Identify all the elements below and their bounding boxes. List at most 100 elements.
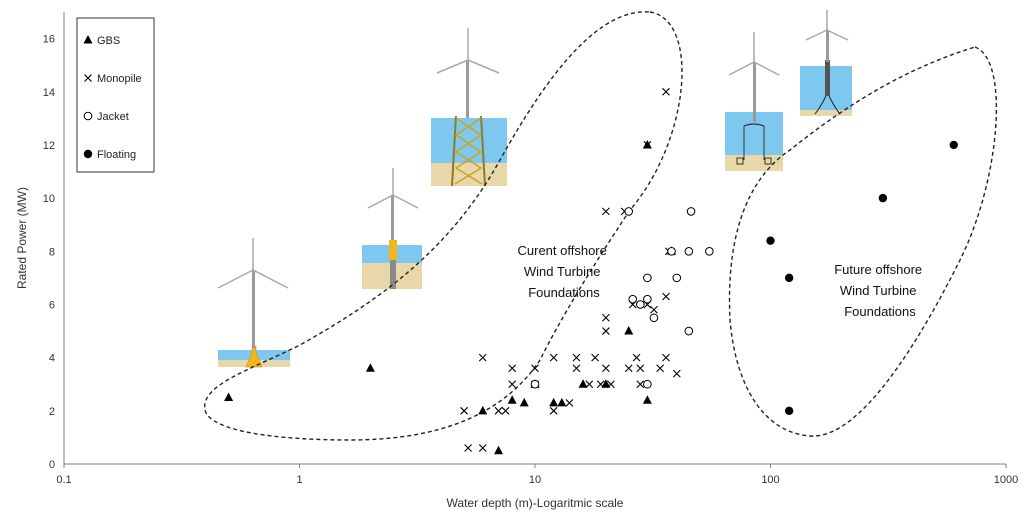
floating-point [766, 236, 775, 245]
y-tick-label: 4 [49, 353, 55, 365]
gbs-point [578, 379, 588, 388]
future-region-label: Future offshore Wind Turbine Foundations [834, 262, 926, 319]
monopile-point [501, 406, 510, 415]
gbs-point [519, 397, 529, 407]
current-region-label-line-3: Foundations [528, 285, 600, 300]
x-tick-label: 0.1 [56, 474, 71, 486]
monopile-point [672, 369, 681, 378]
jacket-point [686, 207, 696, 216]
y-tick-label: 0 [49, 459, 55, 471]
legend-label-floating: Floating [97, 149, 136, 161]
monopile-point [591, 353, 600, 362]
monopile-point [478, 444, 487, 452]
monopile-point [602, 364, 610, 373]
floating-spar-turbine-illustration [800, 10, 852, 116]
gbs-point [624, 326, 634, 335]
current-region-label: Curent offshore Wind Turbine Foundations [518, 243, 611, 300]
current-region-label-line-2: Wind Turbine [524, 264, 601, 279]
monopile-point [494, 406, 503, 415]
monopile-point [565, 398, 574, 407]
gbs-point [507, 395, 517, 404]
monopile-point [572, 364, 581, 373]
monopile-point [624, 364, 633, 373]
legend-marker-jacket [83, 111, 93, 121]
jacket-point [624, 207, 634, 216]
y-axis-label: Rated Power (MW) [15, 187, 29, 289]
monopile-point [478, 353, 487, 362]
monopile-point [460, 406, 468, 415]
current-region-label-line-1: Curent offshore [518, 243, 607, 258]
x-tick-labels: 0.1 1 10 100 1000 [56, 464, 1018, 486]
monopile-point [656, 364, 665, 373]
legend-items: GBS Monopile Jacket Floating [83, 35, 142, 161]
jacket-point [672, 273, 682, 283]
floating-tlp-turbine-illustration [725, 32, 783, 171]
monopile-point [531, 364, 539, 373]
jacket-point [628, 294, 638, 304]
gbs-point [224, 392, 234, 402]
floating-point [784, 273, 794, 283]
jacket-point [684, 246, 694, 256]
future-region-label-line-1: Future offshore [834, 262, 922, 277]
gbs-turbine-illustration [217, 238, 290, 368]
monopile-point [464, 444, 473, 452]
legend: GBS Monopile Jacket Floating [76, 17, 155, 173]
monopile-point [549, 353, 558, 362]
monopile-point [632, 353, 641, 362]
y-tick-label: 16 [43, 34, 55, 46]
monopile-point [549, 406, 558, 415]
floating-point [949, 140, 958, 150]
monopile-point [602, 327, 610, 335]
jacket-turbine-illustration [431, 28, 507, 187]
future-region-label-line-2: Wind Turbine [840, 283, 917, 298]
data-points [224, 87, 958, 455]
monopile-turbine-illustration [362, 168, 422, 289]
jacket-point [530, 379, 540, 389]
floating-point [878, 193, 888, 203]
jacket-point [636, 300, 645, 309]
future-region-label-line-3: Foundations [844, 304, 916, 319]
monopile-point [650, 305, 658, 314]
foundation-illustrations [217, 10, 852, 368]
monopile-point [585, 380, 594, 389]
x-tick-label: 10 [529, 474, 541, 486]
gbs-point [365, 363, 375, 372]
gbs-point [494, 445, 504, 455]
jacket-point [643, 379, 652, 389]
jacket-point [649, 313, 659, 323]
jacket-point [667, 246, 676, 256]
monopile-point [662, 353, 670, 362]
y-tick-label: 12 [43, 140, 55, 152]
gbs-point [601, 379, 611, 388]
current-foundations-region [204, 11, 683, 441]
gbs-point [642, 395, 652, 404]
jacket-point [705, 246, 714, 256]
x-tick-label: 100 [761, 474, 779, 486]
monopile-point [508, 364, 517, 373]
y-tick-label: 10 [43, 193, 55, 205]
monopile-point [636, 380, 645, 389]
legend-marker-floating [83, 149, 93, 159]
monopile-point [572, 353, 581, 362]
gbs-point [557, 397, 567, 407]
monopile-point [602, 313, 610, 322]
legend-box [76, 17, 155, 173]
gbs-point [549, 397, 559, 407]
legend-label-gbs: GBS [97, 35, 120, 47]
monopile-point [662, 87, 670, 96]
jacket-point [684, 326, 694, 336]
gbs-point [478, 405, 488, 415]
y-tick-labels: 0 2 4 6 8 10 12 14 16 [43, 34, 55, 471]
axes [63, 12, 1006, 465]
monopile-point [636, 364, 645, 373]
monopile-point [643, 141, 652, 149]
floating-point [784, 406, 794, 416]
monopile-point [596, 380, 605, 389]
jacket-point [643, 294, 652, 304]
x-tick-label: 1000 [994, 474, 1018, 486]
x-tick-label: 1 [296, 474, 302, 486]
legend-label-jacket: Jacket [97, 111, 129, 123]
y-tick-label: 6 [49, 299, 55, 311]
jacket-point [643, 273, 652, 283]
monopile-point [606, 380, 615, 389]
